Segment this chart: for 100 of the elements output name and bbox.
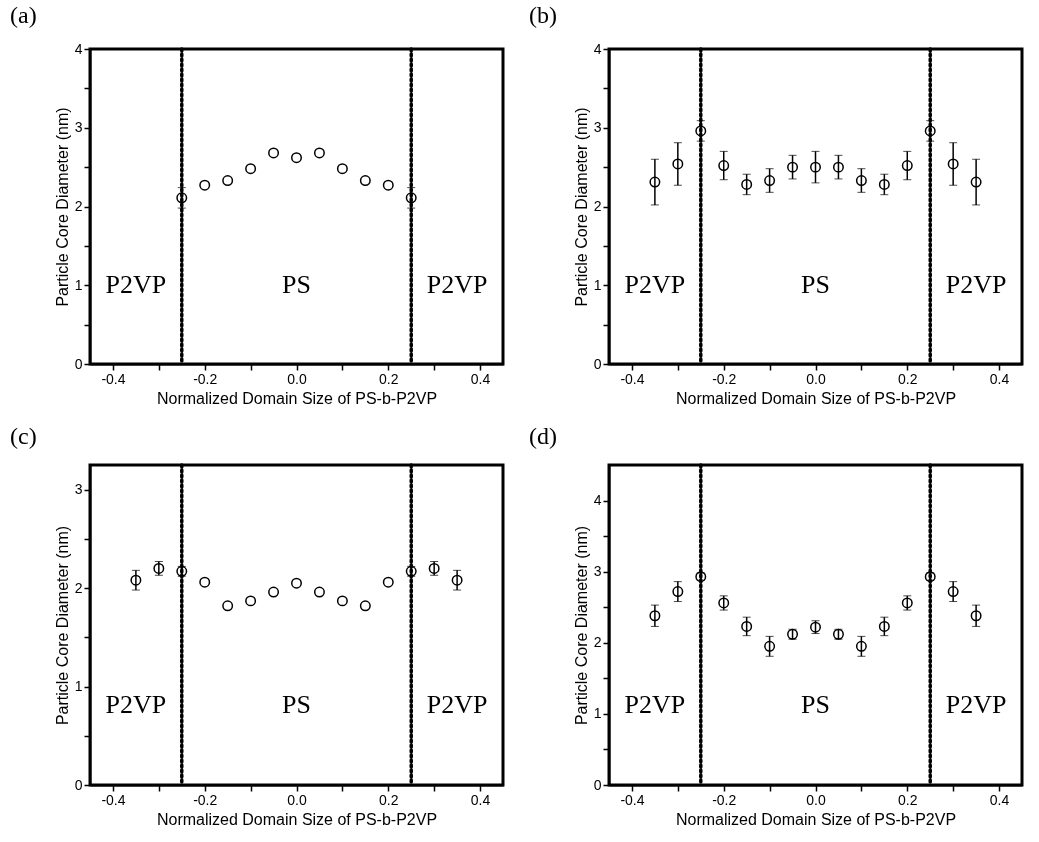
x-tick-label: 0.0 [287, 791, 307, 808]
point [405, 192, 417, 204]
y-tick-label: 4 [74, 40, 83, 57]
point [741, 178, 753, 190]
annotation: PS [282, 270, 311, 300]
annotation: PS [282, 690, 311, 719]
point [313, 147, 325, 159]
y-tick-label: 0 [74, 355, 83, 372]
y-tick-label: 4 [593, 40, 602, 57]
annotation: P2VP [624, 690, 686, 719]
x-tick-label: -0.2 [193, 791, 218, 808]
y-tick-label: 1 [74, 678, 83, 695]
annotation: P2VP [624, 270, 686, 300]
chart-title: (c) [10, 423, 37, 450]
point [291, 152, 302, 164]
point [764, 640, 776, 652]
point [451, 574, 463, 586]
x-tick-label: 0.2 [898, 791, 918, 808]
y-tick-label: 0 [74, 776, 83, 793]
x-tick-label: 0.2 [379, 370, 399, 387]
point [222, 175, 234, 186]
point [695, 125, 707, 137]
point [359, 175, 371, 186]
point [245, 595, 257, 607]
x-axis-title: Normalized Domain Size of PS-b-P2VP [675, 810, 957, 828]
annotation: P2VP [426, 690, 488, 719]
y-tick-label: 2 [74, 579, 83, 596]
y-tick-label: 0 [593, 355, 602, 372]
chart-title: (b) [529, 2, 557, 28]
y-tick-label: 2 [593, 198, 602, 214]
point [291, 577, 302, 589]
y-tick-label: 3 [74, 119, 83, 136]
point [718, 160, 730, 172]
y-tick-label: 2 [74, 198, 83, 214]
point [336, 595, 348, 607]
x-axis-title: Normalized Domain Size of PS-b-P2VP [675, 389, 957, 407]
y-tick-label: 3 [593, 563, 602, 580]
y-axis-title: Particle Core Diameter (nm) [53, 107, 71, 307]
point [672, 158, 684, 170]
y-tick-label: 0 [593, 776, 602, 793]
x-tick-label: 0.4 [989, 791, 1010, 808]
point [382, 576, 394, 588]
point [832, 161, 844, 173]
x-tick-label: 0.2 [379, 791, 399, 808]
y-axis-title: Particle Core Diameter (nm) [572, 525, 590, 726]
point [947, 586, 959, 598]
point [970, 176, 982, 188]
point [649, 176, 661, 188]
annotation: P2VP [945, 690, 1007, 719]
annotation: PS [801, 690, 830, 719]
point [855, 175, 867, 186]
point [741, 620, 753, 632]
x-axis-title: Normalized Domain Size of PS-b-P2VP [156, 810, 438, 828]
y-axis-title: Particle Core Diameter (nm) [572, 107, 590, 307]
chart-title: (d) [529, 423, 557, 450]
x-tick-label: 0.2 [898, 370, 918, 387]
y-tick-label: 1 [74, 276, 83, 293]
x-tick-label: 0.0 [287, 370, 307, 387]
annotation: P2VP [945, 270, 1007, 300]
y-tick-label: 1 [593, 705, 602, 722]
x-tick-label: -0.4 [620, 791, 645, 808]
x-tick-label: 0.0 [806, 791, 826, 808]
y-tick-label: 3 [593, 119, 602, 136]
point [176, 192, 188, 204]
y-tick-label: 1 [593, 276, 602, 293]
point [199, 179, 211, 191]
x-tick-label: 0.4 [470, 791, 491, 808]
annotation: P2VP [105, 270, 167, 300]
x-tick-label: -0.2 [712, 791, 737, 808]
point [382, 179, 394, 191]
point [787, 161, 799, 173]
point [130, 574, 142, 586]
point [222, 600, 234, 612]
x-tick-label: 0.4 [470, 370, 491, 387]
point [947, 158, 959, 170]
point [855, 640, 867, 652]
annotation: P2VP [105, 690, 167, 719]
chart-title: (a) [10, 2, 37, 28]
x-tick-label: 0.4 [989, 370, 1010, 387]
annotation: P2VP [426, 270, 488, 300]
point [878, 620, 890, 632]
x-tick-label: -0.4 [620, 370, 645, 387]
point [268, 586, 280, 598]
point [672, 586, 684, 598]
y-tick-label: 3 [74, 481, 83, 498]
point [649, 610, 661, 622]
y-axis-title: Particle Core Diameter (nm) [53, 525, 71, 726]
point [268, 147, 280, 159]
point [764, 175, 776, 186]
point [199, 576, 211, 588]
x-axis-title: Normalized Domain Size of PS-b-P2VP [156, 389, 438, 407]
point [901, 160, 913, 172]
point [810, 161, 821, 173]
point [924, 125, 936, 137]
point [245, 163, 257, 175]
x-tick-label: -0.2 [193, 370, 218, 387]
point [970, 610, 982, 622]
point [878, 178, 890, 190]
x-tick-label: -0.4 [101, 370, 126, 387]
y-tick-label: 2 [593, 634, 602, 651]
